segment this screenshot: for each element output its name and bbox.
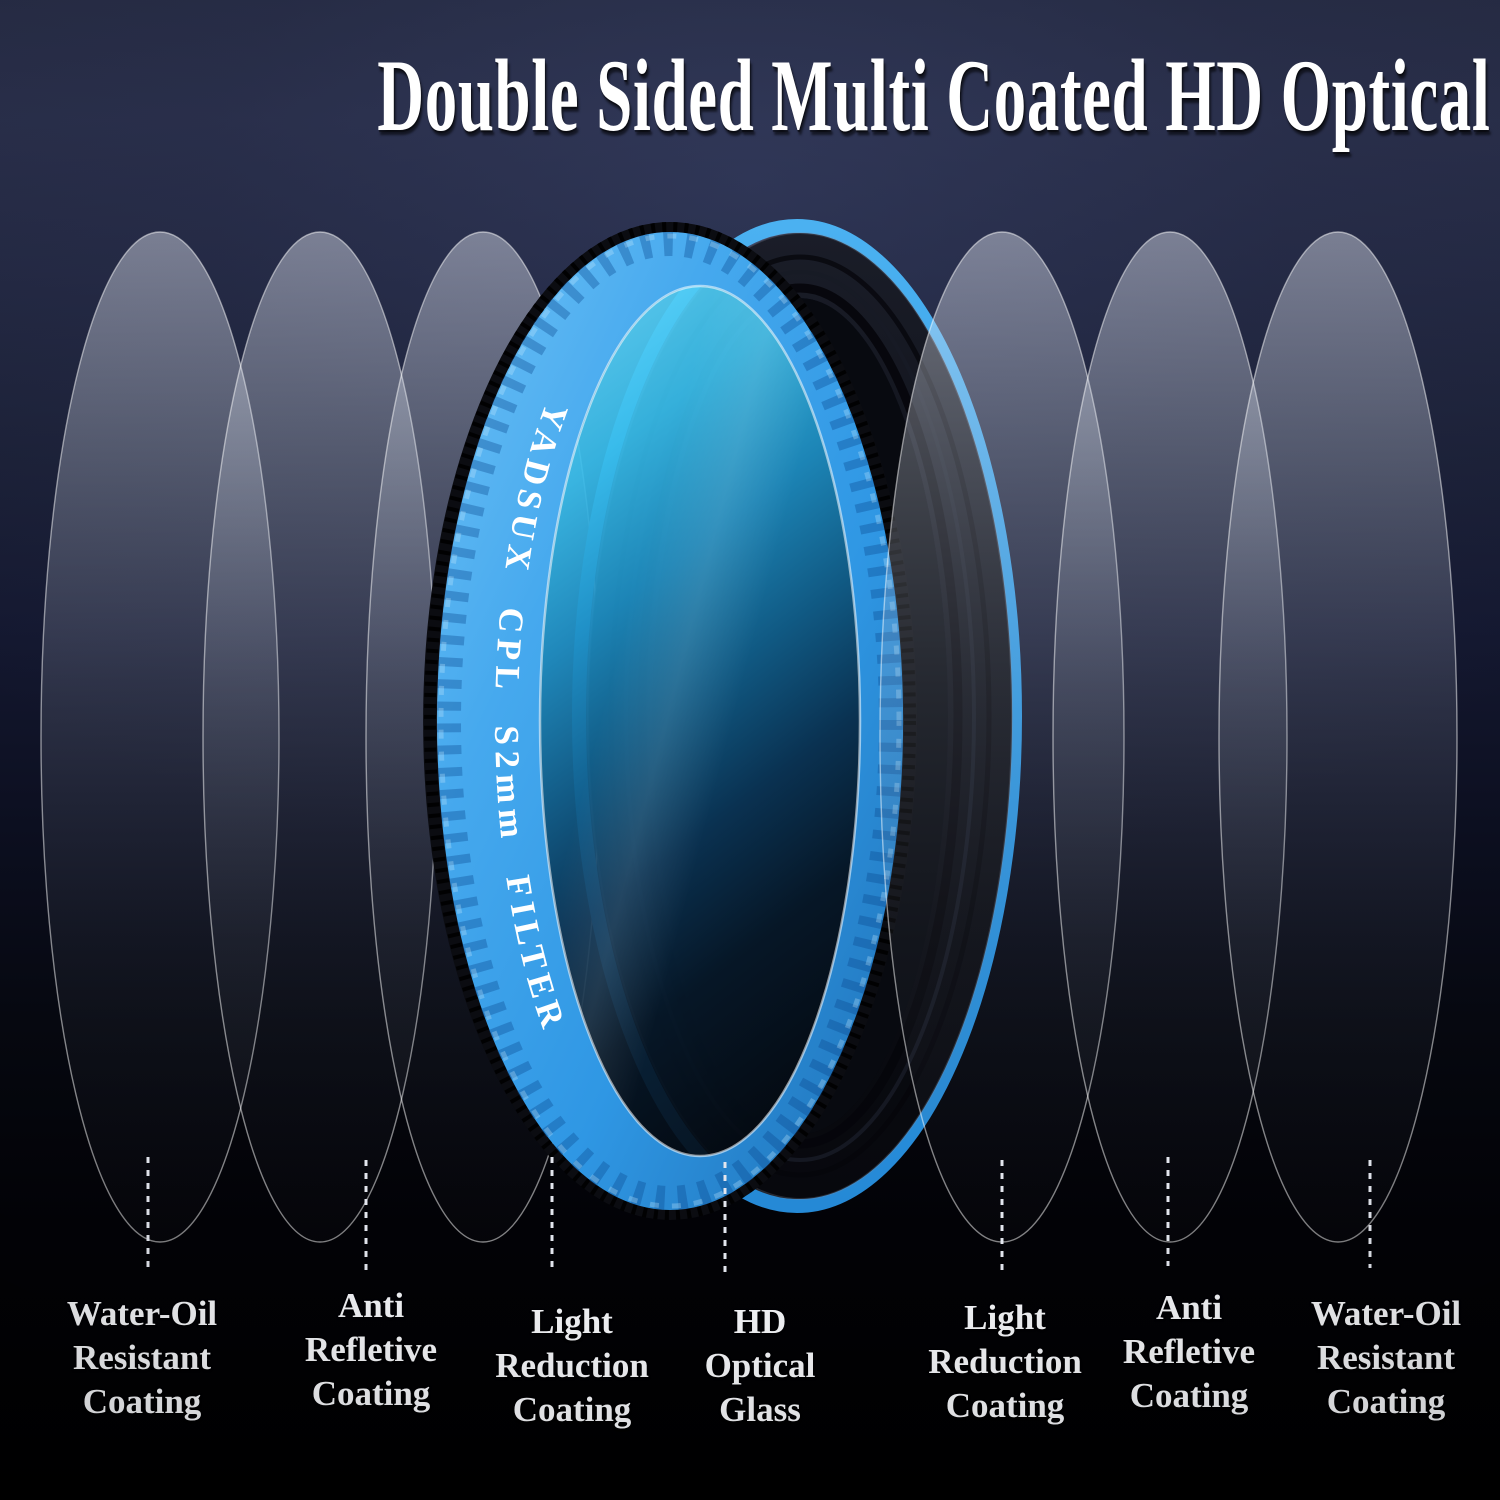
label-line: Anti bbox=[1155, 1288, 1223, 1327]
page-title: Double Sided Multi Coated HD Optical Gla… bbox=[0, 40, 1500, 152]
label-line: Optical bbox=[704, 1346, 816, 1385]
label-line: Light bbox=[531, 1302, 613, 1341]
label-line: Coating bbox=[82, 1382, 202, 1421]
label-line: Water-Oil bbox=[66, 1294, 218, 1333]
label-line: Resistant bbox=[1316, 1338, 1456, 1377]
label-water-oil-resistant-coating-left: Water-Oil Resistant Coating bbox=[27, 1292, 257, 1424]
page-title-text: Double Sided Multi Coated HD Optical Gla… bbox=[377, 39, 1500, 153]
label-water-oil-resistant-coating-right: Water-Oil Resistant Coating bbox=[1271, 1292, 1500, 1424]
label-light-reduction-coating-left: Light Reduction Coating bbox=[457, 1300, 687, 1432]
label-line: HD bbox=[733, 1302, 787, 1341]
label-line: Light bbox=[964, 1298, 1046, 1337]
label-line: Coating bbox=[1326, 1382, 1446, 1421]
glass-reflection-streak bbox=[540, 286, 860, 1156]
label-line: Coating bbox=[512, 1390, 632, 1429]
label-line: Refletive bbox=[1122, 1332, 1256, 1371]
label-line: Water-Oil bbox=[1310, 1294, 1462, 1333]
label-line: Glass bbox=[719, 1390, 801, 1429]
coating-layers-right bbox=[879, 231, 1458, 1243]
glass-bevel-highlight bbox=[538, 284, 862, 1158]
label-line: Coating bbox=[311, 1374, 431, 1413]
front-blue-ring bbox=[437, 232, 904, 1210]
label-line: Coating bbox=[945, 1386, 1065, 1425]
label-anti-reflective-coating-right: Anti Refletive Coating bbox=[1074, 1286, 1304, 1418]
label-hd-optical-glass: HD Optical Glass bbox=[645, 1300, 875, 1432]
label-line: Anti bbox=[337, 1286, 405, 1325]
label-anti-reflective-coating-left: Anti Refletive Coating bbox=[256, 1284, 486, 1416]
label-light-reduction-coating-right: Light Reduction Coating bbox=[890, 1296, 1120, 1428]
label-line: Reduction bbox=[928, 1342, 1082, 1381]
coating-layer-water-oil-right bbox=[1218, 231, 1458, 1243]
label-line: Refletive bbox=[304, 1330, 438, 1369]
label-line: Coating bbox=[1129, 1376, 1249, 1415]
leader-lines bbox=[146, 1157, 1372, 1274]
label-line: Resistant bbox=[72, 1338, 212, 1377]
label-line: Reduction bbox=[495, 1346, 649, 1385]
